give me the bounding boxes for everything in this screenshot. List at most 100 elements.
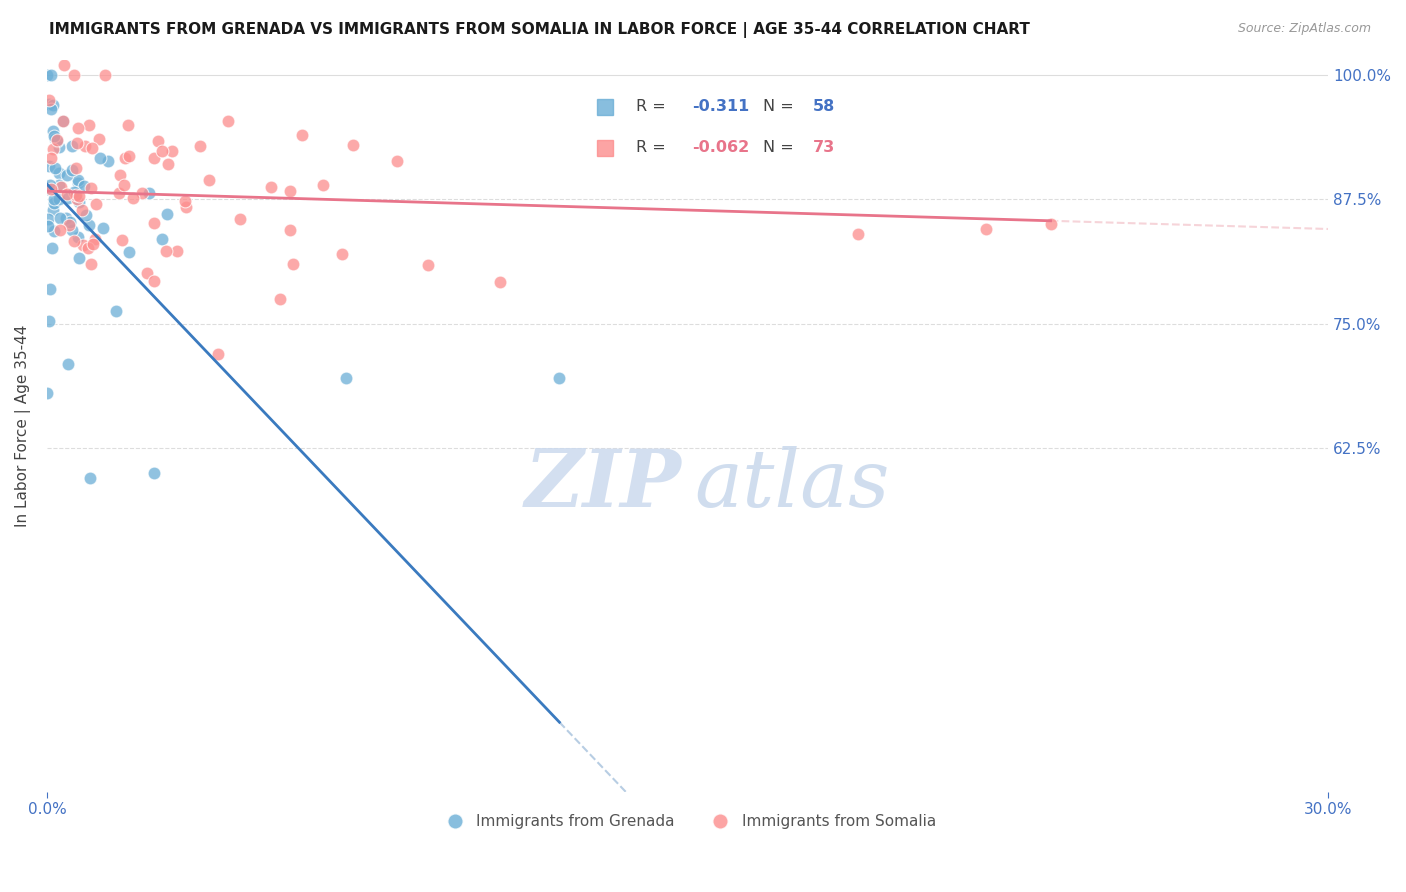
Point [104,304,127,318]
Point [73,178,96,193]
Point [46,133,69,147]
Point [75,208,97,222]
Point [65,187,87,202]
Point [44,161,66,176]
Point [65,136,87,150]
Point [38,314,60,328]
Point [848,227,870,241]
Point [65,192,87,206]
Point [48,192,70,206]
Point [39,68,62,82]
Text: 73: 73 [813,140,835,155]
Point [82,237,104,252]
Point [131,186,153,201]
Point [67,189,90,203]
Point [41,241,63,255]
Point [312,178,335,192]
Point [278,223,301,237]
Point [166,244,188,259]
Point [489,275,512,289]
Point [416,258,439,272]
Text: N =: N = [763,99,799,114]
Point [197,173,219,187]
Point [77,241,100,255]
Point [162,144,184,158]
Point [48,140,70,154]
Point [51,113,73,128]
Point [146,134,169,148]
Point [93,68,115,82]
Point [142,151,165,165]
Point [142,466,165,480]
Point [75,139,97,153]
Point [38,97,60,112]
Text: ZIP: ZIP [524,446,681,523]
Point [79,471,101,485]
Point [269,292,291,306]
Point [58,218,80,232]
Point [228,211,250,226]
Point [114,151,136,165]
Point [35,68,58,82]
Point [150,232,173,246]
Point [48,178,70,192]
Point [72,237,94,252]
Point [58,357,80,371]
Point [330,247,353,261]
Point [118,148,141,162]
Text: N =: N = [763,140,799,155]
Point [217,114,239,128]
Point [35,182,58,196]
Point [207,346,229,360]
Point [156,157,179,171]
Point [138,186,160,201]
Point [52,57,75,71]
Point [49,223,72,237]
Point [66,173,89,187]
Point [39,282,62,296]
Point [41,102,63,116]
Text: 58: 58 [813,99,835,114]
Point [84,197,107,211]
Point [976,222,998,236]
Point [48,211,70,225]
Point [66,120,89,135]
Point [65,161,87,175]
Point [63,186,86,200]
Point [42,98,65,112]
Point [117,118,139,132]
Point [80,181,103,195]
Point [89,152,111,166]
Point [188,139,211,153]
Point [156,207,179,221]
Point [48,165,70,179]
Point [55,211,77,226]
Point [118,245,141,260]
Point [44,193,66,207]
Point [110,168,132,182]
Point [143,216,166,230]
Point [283,257,305,271]
Point [42,203,65,218]
Point [41,142,63,156]
Point [80,141,103,155]
Point [42,196,65,211]
Point [174,194,197,209]
Point [60,223,83,237]
Point [89,132,111,146]
Point [122,191,145,205]
Point [49,180,72,194]
Point [110,233,132,247]
Point [97,154,120,169]
Point [112,178,135,193]
Point [335,371,357,385]
Point [56,191,79,205]
Point [136,266,159,280]
Point [291,128,314,142]
Text: atlas: atlas [695,446,890,523]
Text: IMMIGRANTS FROM GRENADA VS IMMIGRANTS FROM SOMALIA IN LABOR FORCE | AGE 35-44 CO: IMMIGRANTS FROM GRENADA VS IMMIGRANTS FR… [49,22,1031,38]
Point [62,68,84,82]
Point [548,371,571,385]
Point [143,274,166,288]
Point [60,138,83,153]
